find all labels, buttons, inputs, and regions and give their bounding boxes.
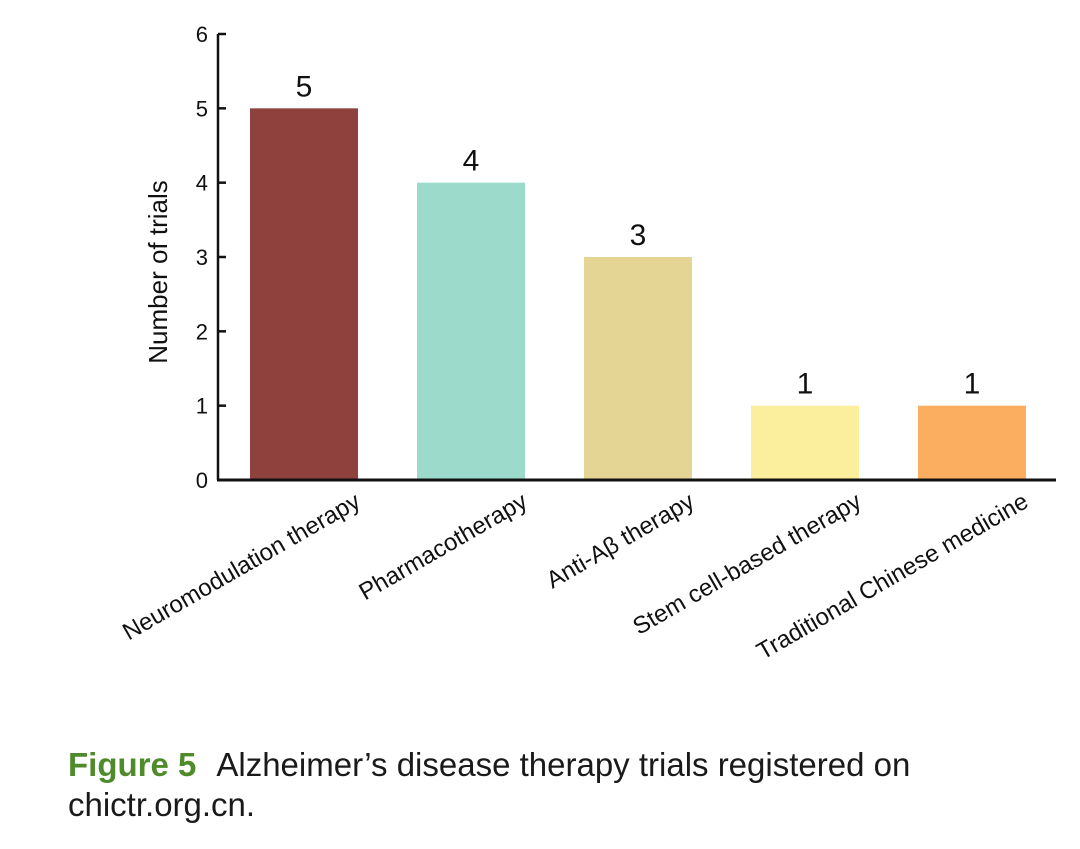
y-tick-label-6: 6 [196,22,208,47]
y-tick-label-3: 3 [196,245,208,270]
data-label-4: 1 [797,368,814,401]
y-axis-title: Number of trials [143,180,173,364]
bar-5 [918,405,1026,480]
data-label-2: 4 [463,145,480,178]
data-label-3: 3 [630,219,647,252]
y-tick-label-4: 4 [196,171,208,196]
bar-2 [417,182,525,480]
y-tick-label-1: 1 [196,394,208,419]
bar-3 [584,257,692,480]
x-tick-label-5: Traditional Chinese medicine [752,488,1033,666]
x-tick-label-2: Pharmacotherapy [354,488,532,606]
bar-chart: 5 4 3 1 1 0 1 2 3 4 5 6 Number of trials Neuromodu… [118,22,1056,666]
bar-1 [250,108,358,480]
data-label-5: 1 [964,368,981,401]
x-tick-label-1: Neuromodulation therapy [118,488,365,646]
y-tick-label-0: 0 [196,468,208,493]
axes-layer: 0 1 2 3 4 5 6 [196,22,1056,493]
data-label-1: 5 [296,70,313,103]
bar-4 [751,405,859,480]
x-tick-label-3: Anti-Aβ therapy [542,488,699,594]
data-labels-layer: 5 4 3 1 1 [296,70,981,400]
y-tick-label-2: 2 [196,319,208,344]
caption-text: Alzheimer’s disease therapy trials regis… [68,746,911,823]
bars-layer [250,108,1026,480]
y-tick-label-5: 5 [196,96,208,121]
figure-caption: Figure 5 Alzheimer’s disease therapy tria… [68,745,1028,825]
caption-label: Figure 5 [68,746,197,783]
